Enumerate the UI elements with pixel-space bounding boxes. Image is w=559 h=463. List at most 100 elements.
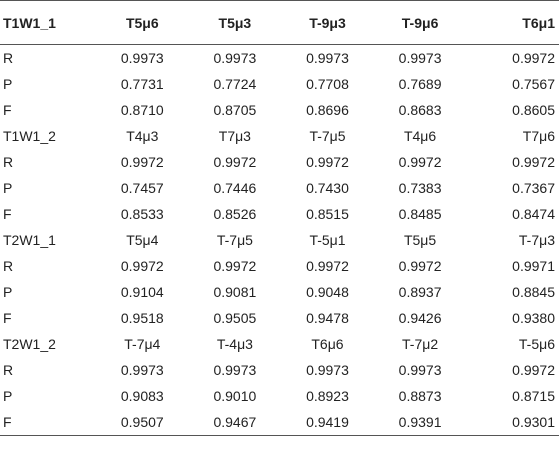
row-label: P — [3, 179, 13, 196]
table-cell: T-7μ2 — [402, 336, 439, 353]
results-table: T1W1_1 T5μ6 T5μ3 T-9μ3 T-9μ6 T6μ1 R 0.99… — [0, 0, 559, 436]
table-cell: T-7μ3 — [518, 231, 555, 248]
table-cell: 0.8705 — [213, 101, 257, 118]
table-cell: 0.9518 — [120, 309, 164, 326]
row-label: F — [3, 309, 12, 326]
table-cell: 0.9973 — [213, 362, 257, 379]
table-cell: 0.9973 — [306, 362, 349, 379]
row-label: R — [3, 153, 14, 170]
table-cell: 0.8873 — [398, 388, 442, 405]
table-cell: 0.9972 — [512, 153, 555, 170]
table-row: R 0.9973 0.9973 0.9973 0.9973 0.9972 — [0, 45, 559, 71]
table-cell: 0.9048 — [306, 283, 349, 300]
header-cell: T6μ1 — [466, 0, 559, 45]
header-cell: T-9μ3 — [281, 0, 374, 45]
table-cell: 0.9973 — [398, 362, 442, 379]
table-row: R 0.9973 0.9973 0.9973 0.9973 0.9972 — [0, 357, 559, 383]
table-row: T1W1_2 T4μ3 T7μ3 T-7μ5 T4μ6 T7μ6 — [0, 123, 559, 149]
header-row: T1W1_1 T5μ6 T5μ3 T-9μ3 T-9μ6 T6μ1 — [0, 0, 559, 45]
header-cell: T5μ3 — [188, 0, 282, 45]
table-row: F 0.9518 0.9505 0.9478 0.9426 0.9380 — [0, 305, 559, 331]
table-cell: 0.9467 — [188, 409, 282, 436]
table-cell: 0.9972 — [512, 49, 555, 66]
table-row: T2W1_1 T5μ4 T-7μ5 T-5μ1 T5μ5 T-7μ3 — [0, 227, 559, 253]
table-cell: 0.8696 — [306, 101, 349, 118]
table-cell: 0.9301 — [466, 409, 559, 436]
table-row: R 0.9972 0.9972 0.9972 0.9972 0.9971 — [0, 253, 559, 279]
table-cell: 0.9104 — [120, 283, 164, 300]
row-label: R — [3, 362, 14, 379]
table-cell: 0.9972 — [213, 257, 257, 274]
table-cell: 0.8710 — [120, 101, 164, 118]
table-cell: 0.9972 — [398, 153, 442, 170]
table-cell: T5μ5 — [403, 231, 437, 248]
table-cell: 0.8515 — [306, 205, 349, 222]
table-row: P 0.9104 0.9081 0.9048 0.8937 0.8845 — [0, 279, 559, 305]
row-label: P — [3, 388, 13, 405]
table-cell: 0.8526 — [213, 205, 257, 222]
table-header: T1W1_1 T5μ6 T5μ3 T-9μ3 T-9μ6 T6μ1 — [0, 0, 559, 45]
table-cell: 0.8715 — [512, 388, 555, 405]
table-cell: 0.7457 — [120, 179, 164, 196]
row-label: T2W1_2 — [3, 336, 56, 353]
table-cell: 0.7383 — [398, 179, 442, 196]
table-cell: 0.9972 — [120, 257, 164, 274]
table-row: F 0.8533 0.8526 0.8515 0.8485 0.8474 — [0, 201, 559, 227]
table-row: P 0.7731 0.7724 0.7708 0.7689 0.7567 — [0, 71, 559, 97]
table-cell: T-7μ5 — [216, 231, 253, 248]
table-cell: 0.9391 — [373, 409, 467, 436]
header-cell: T-9μ6 — [373, 0, 467, 45]
table-cell: T4μ3 — [126, 127, 159, 144]
row-label: P — [3, 75, 13, 92]
table-cell: 0.8845 — [512, 283, 555, 300]
table-cell: 0.8683 — [398, 101, 442, 118]
table-cell: 0.7689 — [398, 75, 442, 92]
row-label: F — [0, 409, 96, 436]
table-cell: 0.9972 — [306, 153, 349, 170]
table-cell: 0.7731 — [120, 75, 164, 92]
row-label: T1W1_2 — [3, 127, 56, 144]
header-cell: T1W1_1 — [0, 0, 96, 45]
table-cell: 0.8533 — [120, 205, 164, 222]
row-label: R — [3, 49, 14, 66]
table-row: F 0.9507 0.9467 0.9419 0.9391 0.9301 — [0, 409, 559, 436]
table-cell: 0.8937 — [398, 283, 442, 300]
table-cell: 0.9971 — [512, 257, 555, 274]
table-cell: 0.7367 — [512, 179, 555, 196]
table-cell: 0.7567 — [512, 75, 555, 92]
row-label: T2W1_1 — [3, 231, 56, 248]
table-cell: T5μ4 — [126, 231, 159, 248]
table-cell: 0.9081 — [213, 283, 257, 300]
table-cell: 0.9478 — [306, 309, 349, 326]
table-cell: T7μ6 — [522, 127, 555, 144]
row-label: R — [3, 257, 14, 274]
table-cell: 0.9972 — [398, 257, 442, 274]
table-cell: 0.9083 — [120, 388, 164, 405]
table-cell: T4μ6 — [403, 127, 437, 144]
table-cell: 0.9972 — [512, 362, 555, 379]
table-row: T2W1_2 T-7μ4 T-4μ3 T6μ6 T-7μ2 T-5μ6 — [0, 331, 559, 357]
table-cell: 0.7708 — [306, 75, 349, 92]
row-label: F — [3, 205, 12, 222]
table-cell: T6μ6 — [311, 336, 344, 353]
table-cell: T-7μ4 — [124, 336, 161, 353]
table-row: R 0.9972 0.9972 0.9972 0.9972 0.9972 — [0, 149, 559, 175]
table-cell: 0.9973 — [398, 49, 442, 66]
table-cell: 0.8485 — [398, 205, 442, 222]
table-cell: T-4μ3 — [216, 336, 253, 353]
table-row: P 0.9083 0.9010 0.8923 0.8873 0.8715 — [0, 383, 559, 409]
table-cell: 0.9972 — [120, 153, 164, 170]
row-label: F — [3, 101, 12, 118]
table-cell: 0.7724 — [213, 75, 257, 92]
table-cell: 0.9507 — [96, 409, 189, 436]
row-label: P — [3, 283, 13, 300]
table-cell: 0.9973 — [120, 362, 164, 379]
table-cell: 0.9010 — [213, 388, 257, 405]
table-cell: 0.9972 — [213, 153, 257, 170]
table-cell: 0.7446 — [213, 179, 257, 196]
table-cell: 0.8474 — [512, 205, 555, 222]
table-cell: 0.8605 — [512, 101, 555, 118]
table-cell: 0.9419 — [281, 409, 374, 436]
table-cell: 0.9505 — [213, 309, 257, 326]
